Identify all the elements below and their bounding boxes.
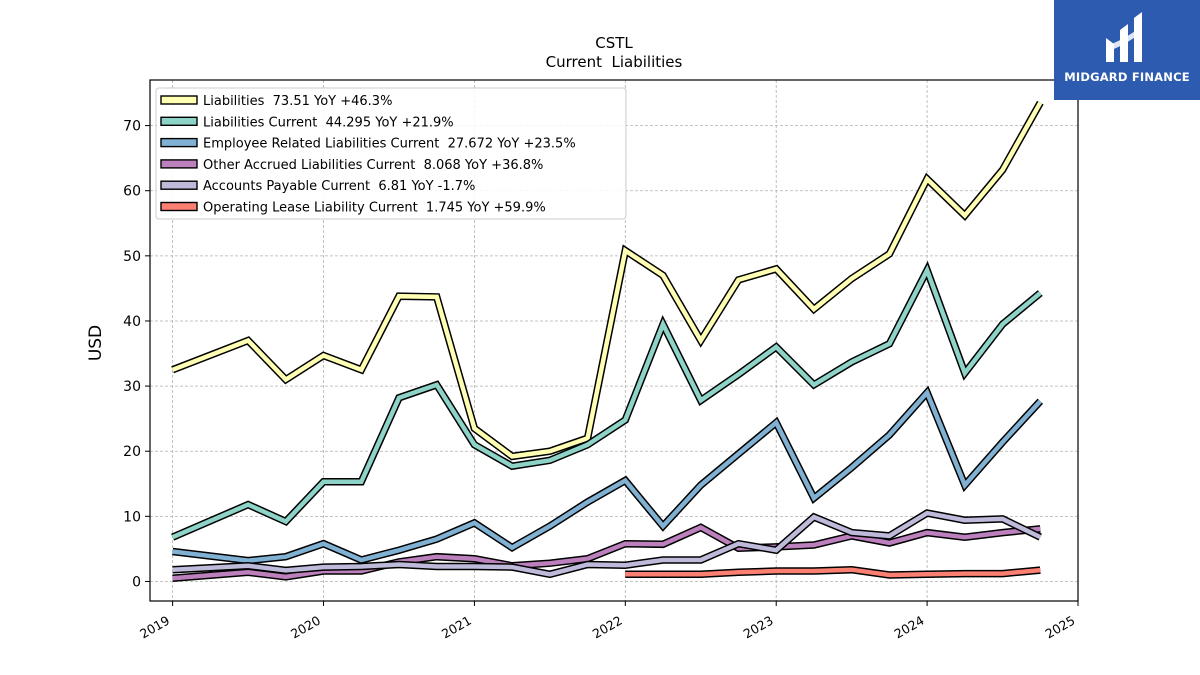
series-line-4 bbox=[172, 523, 1041, 582]
legend-label: Operating Lease Liability Current 1.745 … bbox=[203, 201, 546, 216]
y-axis-label: USD bbox=[86, 325, 106, 361]
chart-subtitle: Current Liabilities bbox=[546, 53, 683, 71]
legend-swatch bbox=[160, 180, 198, 190]
y-tick-label: 10 bbox=[123, 509, 141, 525]
chart-title: CSTL bbox=[595, 34, 633, 52]
logo-mark-icon bbox=[1106, 12, 1142, 62]
series-layer bbox=[171, 100, 1044, 582]
x-tick-label: 2019 bbox=[137, 613, 172, 642]
series-line-3 bbox=[172, 385, 1044, 565]
legend-swatch bbox=[160, 201, 198, 212]
series-stroke bbox=[172, 510, 1042, 577]
y-tick-label: 30 bbox=[123, 379, 141, 395]
y-tick-label: 20 bbox=[123, 444, 141, 460]
legend-label: Employee Related Liabilities Current 27.… bbox=[203, 137, 576, 152]
legend-label: Other Accrued Liabilities Current 8.068 … bbox=[203, 158, 543, 173]
logo-text: MIDGARD FINANCE bbox=[1064, 70, 1190, 84]
series-line-2 bbox=[171, 260, 1043, 541]
y-tick-label: 40 bbox=[123, 314, 141, 330]
y-tick-label: 70 bbox=[123, 119, 141, 135]
series-line-5 bbox=[172, 509, 1042, 579]
series-stroke bbox=[171, 101, 1043, 459]
legend-label: Liabilities 73.51 YoY +46.3% bbox=[203, 94, 392, 109]
plot-frame bbox=[149, 79, 1079, 602]
legend-swatch bbox=[160, 159, 198, 169]
legend-item: Operating Lease Liability Current 1.745 … bbox=[160, 201, 546, 216]
x-tick-label: 2021 bbox=[439, 613, 474, 642]
legend-swatch bbox=[160, 116, 198, 127]
y-tick-label: 60 bbox=[123, 184, 141, 200]
x-tick-label: 2020 bbox=[288, 613, 323, 642]
x-tick-label: 2024 bbox=[892, 613, 927, 642]
x-tick-label: 2023 bbox=[741, 613, 776, 642]
legend-box bbox=[155, 87, 627, 220]
x-tick-label: 2025 bbox=[1042, 613, 1077, 642]
series-stroke bbox=[171, 264, 1042, 540]
legend-label: Liabilities Current 44.295 YoY +21.9% bbox=[203, 115, 454, 130]
series-outline bbox=[171, 260, 1043, 541]
legend-swatch bbox=[160, 95, 198, 105]
series-stroke bbox=[172, 524, 1041, 581]
y-tick-label: 50 bbox=[123, 249, 141, 265]
series-line-6 bbox=[625, 565, 1041, 579]
legend-item: Accounts Payable Current 6.81 YoY -1.7% bbox=[160, 179, 475, 194]
series-stroke bbox=[625, 567, 1041, 578]
legend-item: Liabilities 73.51 YoY +46.3% bbox=[160, 94, 392, 109]
legend-label: Accounts Payable Current 6.81 YoY -1.7% bbox=[203, 179, 475, 194]
series-stroke bbox=[172, 388, 1042, 563]
x-tick-label: 2022 bbox=[590, 613, 625, 642]
series-line-1 bbox=[171, 100, 1044, 461]
legend: Liabilities 73.51 YoY +46.3% Liabilities … bbox=[155, 87, 627, 220]
company-logo: MIDGARD FINANCE bbox=[1054, 0, 1200, 100]
legend-item: Liabilities Current 44.295 YoY +21.9% bbox=[160, 115, 454, 130]
legend-item: Other Accrued Liabilities Current 8.068 … bbox=[160, 158, 543, 173]
y-tick-label: 0 bbox=[132, 574, 141, 590]
legend-swatch bbox=[160, 137, 198, 148]
legend-item: Employee Related Liabilities Current 27.… bbox=[160, 137, 576, 152]
